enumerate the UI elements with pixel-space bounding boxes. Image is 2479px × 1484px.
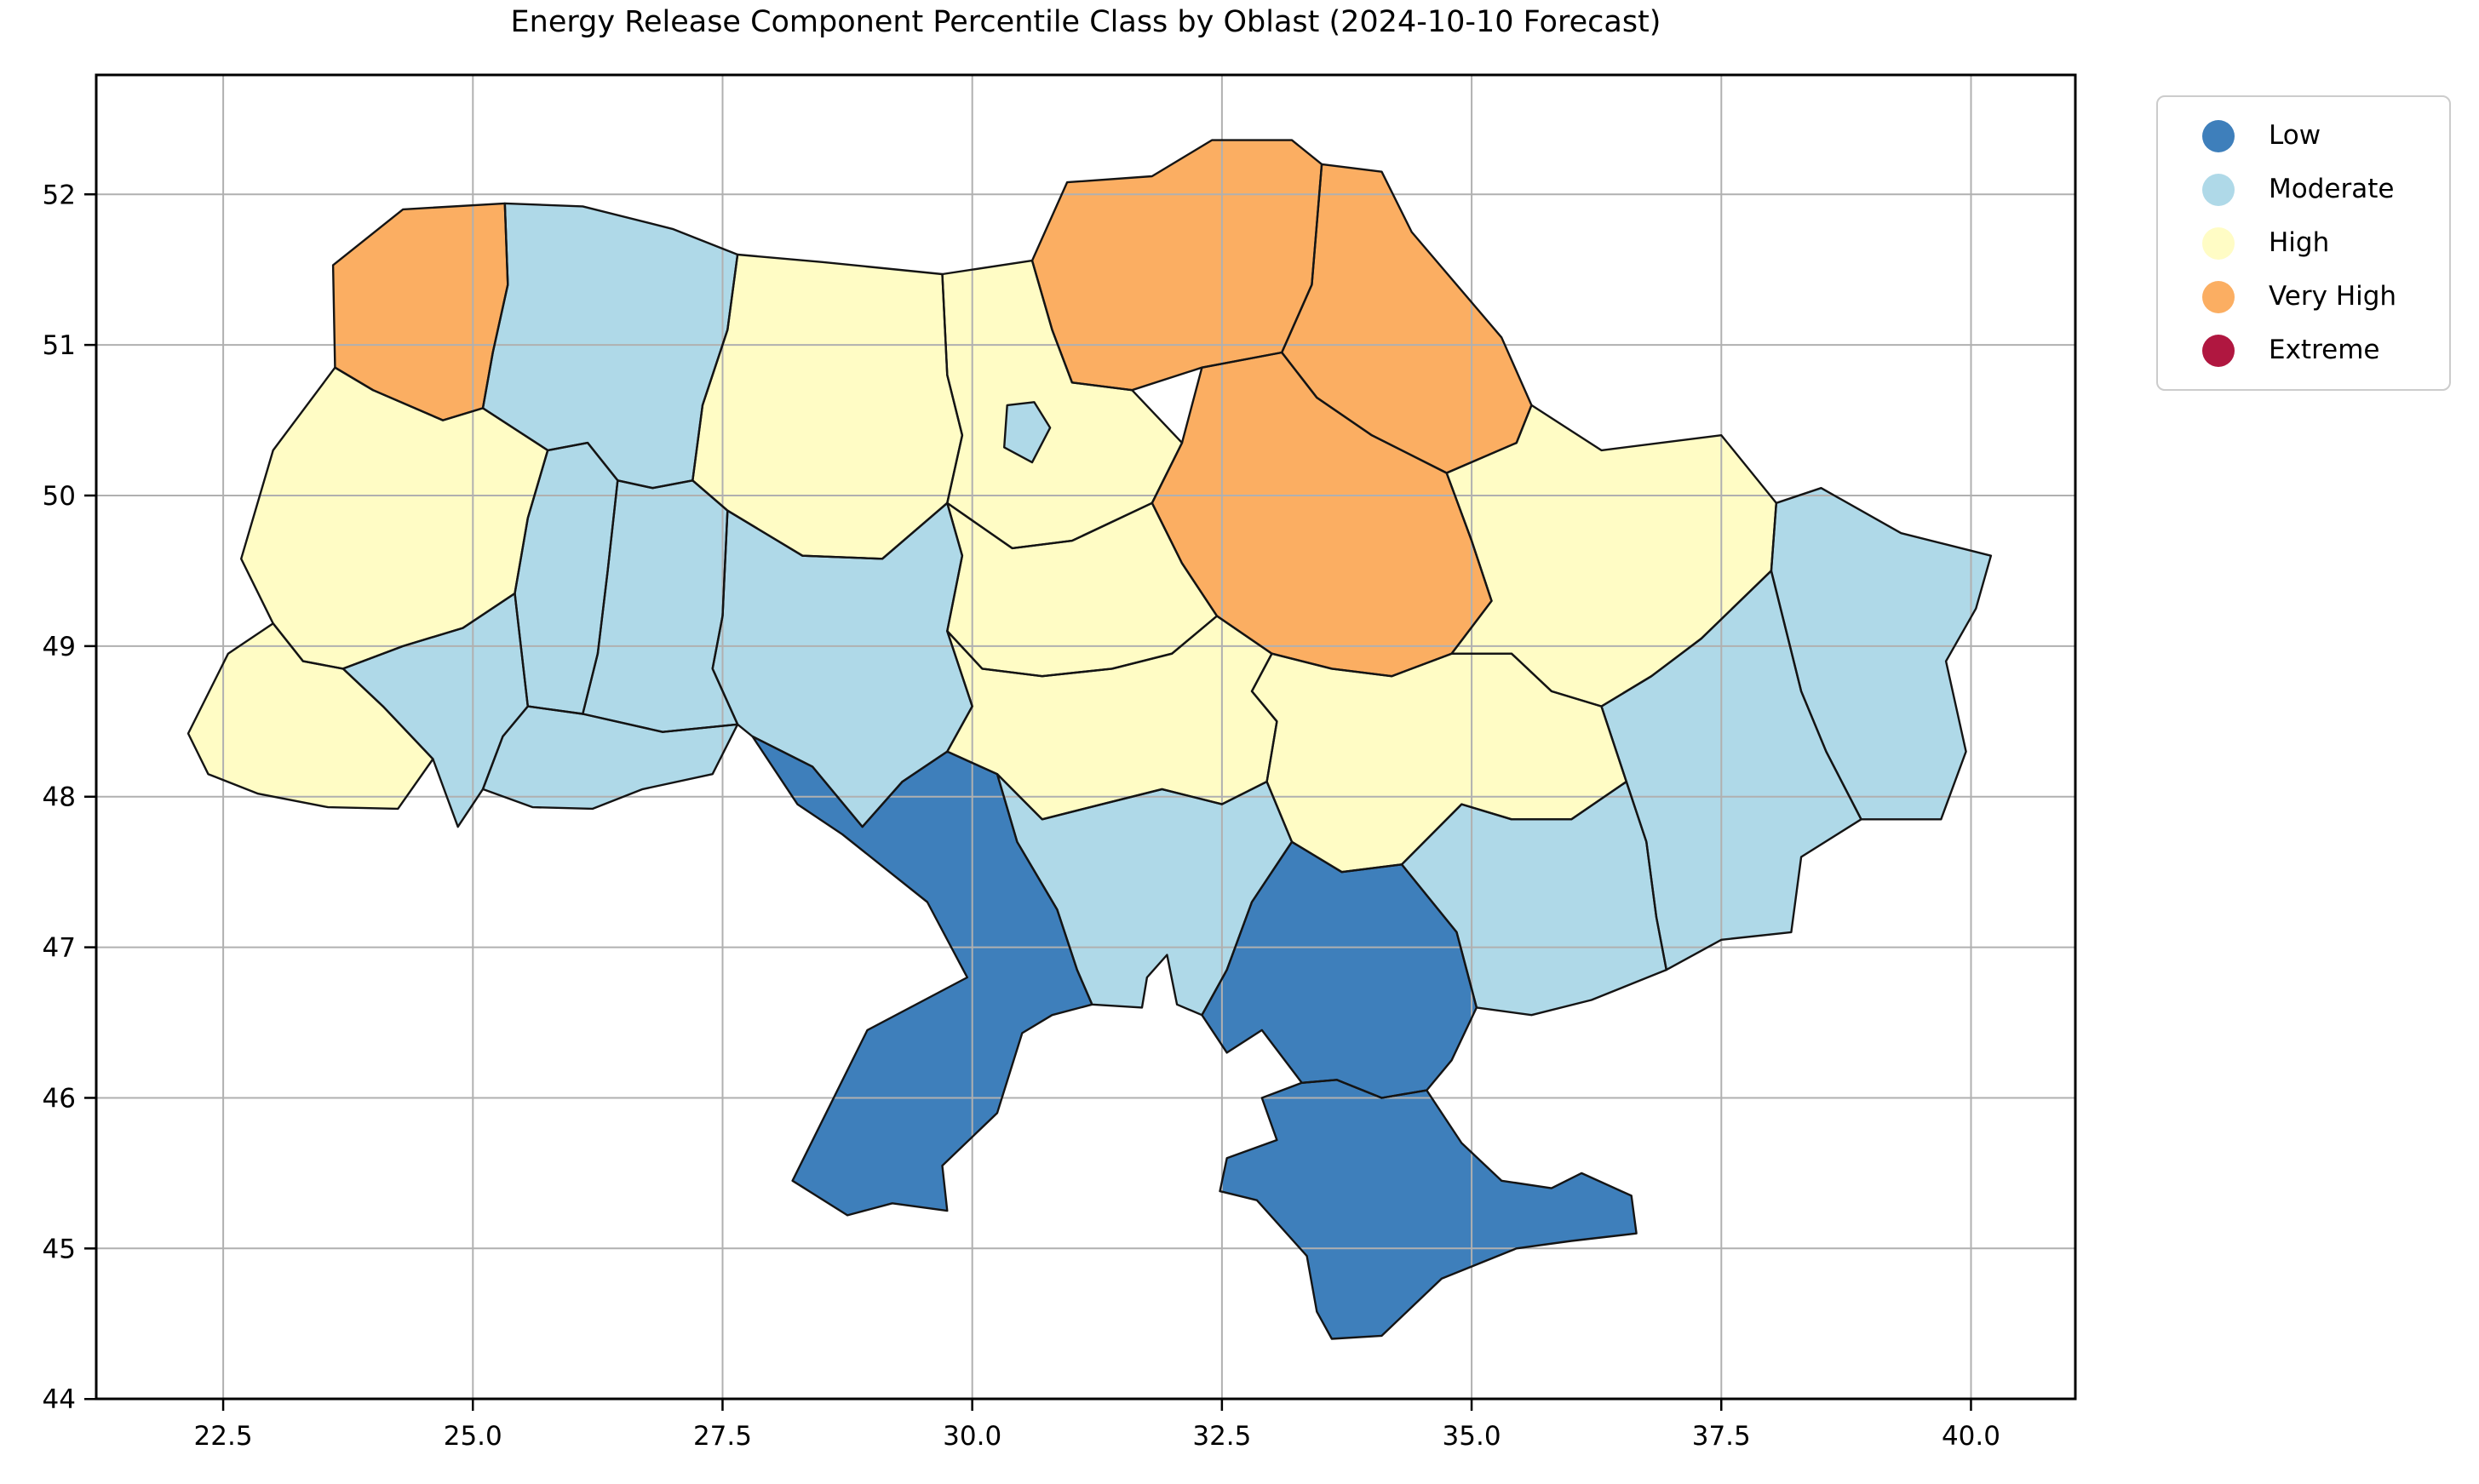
region-zhytomyr-fill (692, 255, 962, 559)
legend-item-extreme: Extreme (2158, 324, 2449, 377)
region-zakarpattia-fill (188, 623, 433, 809)
region-mykolaiv-fill (997, 774, 1292, 1016)
plot-border (95, 73, 2077, 1401)
x-tick-label: 27.5 (693, 1421, 752, 1452)
region-chernihiv-fill (1032, 140, 1323, 391)
region-cherkasy-fill (947, 502, 1217, 677)
region-volyn-fill (333, 203, 508, 421)
legend-label-very_high: Very High (2269, 281, 2397, 312)
region-kyiv-city-border (1003, 401, 1052, 464)
y-tick-label: 47 (43, 933, 76, 964)
legend-label-moderate: Moderate (2269, 174, 2395, 204)
x-tick-label: 32.5 (1192, 1421, 1251, 1452)
y-tick-label: 45 (43, 1234, 76, 1264)
legend-item-low: Low (2158, 109, 2449, 163)
x-tick-label: 40.0 (1942, 1421, 2000, 1452)
region-chernivtsi-border (481, 705, 739, 811)
y-tick-label: 49 (43, 632, 76, 662)
region-sumy-fill (1282, 163, 1532, 473)
axes: 22.5 25.0 27.5 30.0 32.5 35.0 37.5 40.0 44 45 46 47… (43, 73, 2077, 1452)
legend-item-high: High (2158, 216, 2449, 270)
legend-swatch-high-icon (2202, 226, 2235, 260)
region-odesa-fill (752, 736, 1093, 1216)
legend-item-moderate: Moderate (2158, 163, 2449, 216)
chart-title: Energy Release Component Percentile Clas… (510, 5, 1661, 39)
y-tick-label: 48 (43, 782, 76, 813)
region-lviv-fill (241, 367, 548, 669)
y-tick-label: 50 (43, 481, 76, 512)
x-tick-label: 35.0 (1443, 1421, 1501, 1452)
y-tick-label: 44 (43, 1384, 76, 1415)
legend-label-extreme: Extreme (2269, 335, 2380, 365)
region-luhansk-fill (1770, 488, 1991, 820)
y-tick-label: 52 (43, 180, 76, 210)
legend-swatch-extreme-icon (2202, 334, 2235, 367)
x-tick-label: 25.0 (444, 1421, 502, 1452)
legend-swatch-very_high-icon (2202, 280, 2235, 313)
region-poltava-fill (1151, 352, 1492, 677)
region-fills (188, 140, 1991, 1339)
region-borders (186, 139, 1993, 1340)
region-zaporizhzhia-fill (1402, 782, 1667, 1016)
region-dnipropetrovsk-fill (1252, 653, 1627, 873)
x-tick-label: 22.5 (194, 1421, 253, 1452)
region-donetsk-fill (1601, 570, 1862, 971)
region-odesa-border (751, 735, 1093, 1217)
region-crimea-fill (1219, 1080, 1637, 1339)
region-kyiv-oblast-fill (942, 261, 1182, 548)
region-khmelnytskyi-fill (582, 480, 738, 732)
region-kharkiv-fill (1446, 404, 1776, 707)
region-chernivtsi-fill (483, 706, 738, 809)
x-tick-label: 30.0 (943, 1421, 1001, 1452)
region-kirovohrad-fill (947, 616, 1277, 820)
region-kherson-fill (1202, 841, 1477, 1098)
legend-swatch-moderate-icon (2202, 173, 2235, 206)
legend-label-high: High (2269, 227, 2330, 258)
x-tick-label: 37.5 (1692, 1421, 1751, 1452)
legend-label-low: Low (2269, 120, 2321, 151)
region-crimea-border (1219, 1079, 1638, 1340)
region-kyiv-city-fill (1004, 402, 1051, 463)
legend-swatch-low-icon (2202, 119, 2235, 152)
y-tick-label: 46 (43, 1083, 76, 1114)
region-vinnytsia-fill (712, 502, 973, 828)
legend: Low Moderate High Very High Extreme (2156, 95, 2451, 391)
y-tick-label: 51 (43, 330, 76, 361)
legend-item-very_high: Very High (2158, 270, 2449, 324)
